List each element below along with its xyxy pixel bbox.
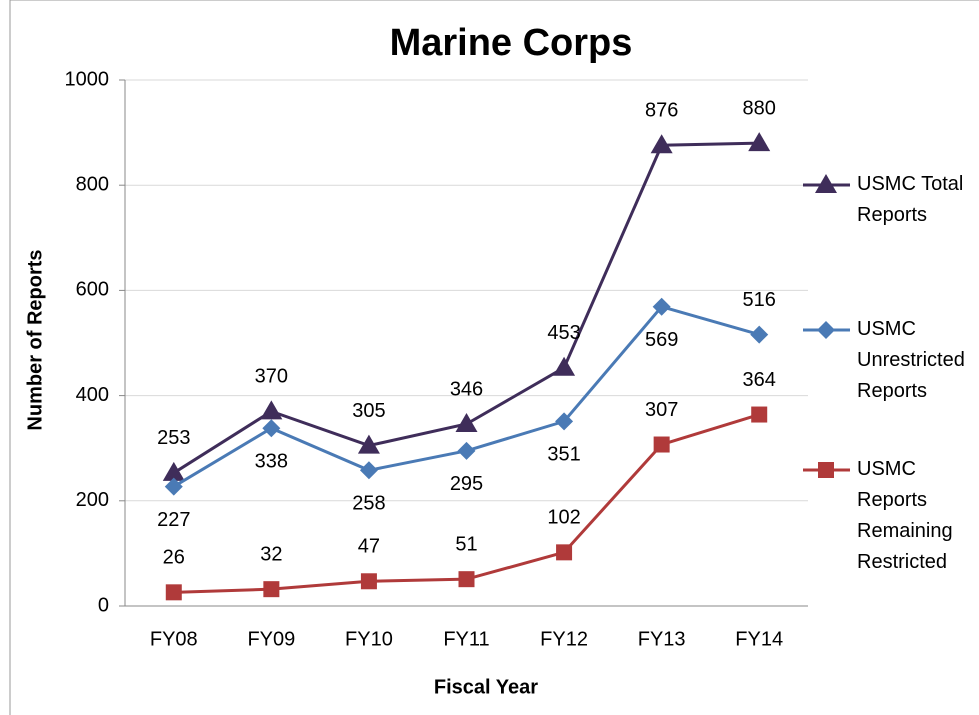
marker xyxy=(748,132,771,152)
marker xyxy=(360,573,377,590)
data-label: 351 xyxy=(547,444,580,466)
marker xyxy=(553,356,576,376)
y-tick-label: 1000 xyxy=(65,68,110,90)
marker xyxy=(751,406,768,423)
series-line xyxy=(173,413,760,594)
data-label: 305 xyxy=(352,400,385,422)
data-label: 364 xyxy=(743,369,776,391)
data-label: 876 xyxy=(645,100,678,122)
data-label: 516 xyxy=(743,289,776,311)
legend-label: USMC Reports Remaining Restricted xyxy=(857,458,953,573)
data-label: 880 xyxy=(743,97,776,119)
data-label: 569 xyxy=(645,329,678,351)
data-label: 102 xyxy=(547,507,580,529)
marker xyxy=(357,434,380,454)
y-tick-label: 800 xyxy=(76,173,109,195)
marker xyxy=(650,134,673,154)
marker xyxy=(458,571,475,588)
data-label: 253 xyxy=(157,427,190,449)
data-label: 32 xyxy=(260,543,282,565)
data-label: 295 xyxy=(450,473,483,495)
data-label: 370 xyxy=(255,366,288,388)
marker xyxy=(162,461,185,481)
y-tick-label: 600 xyxy=(76,279,109,301)
marker xyxy=(260,400,283,420)
marker xyxy=(555,412,574,431)
marker xyxy=(455,413,478,433)
marker xyxy=(263,581,280,598)
x-tick-label: FY13 xyxy=(638,628,686,650)
x-axis-label: Fiscal Year xyxy=(434,676,538,698)
data-label: 453 xyxy=(547,322,580,344)
legend-label: USMC Unrestricted Reports xyxy=(857,318,965,402)
x-tick-label: FY11 xyxy=(443,628,489,650)
marker xyxy=(457,441,476,460)
x-tick-label: FY10 xyxy=(345,628,393,650)
marker xyxy=(652,297,671,316)
x-tick-label: FY14 xyxy=(735,628,783,650)
y-tick-label: 400 xyxy=(76,384,109,406)
marker xyxy=(556,544,573,561)
x-tick-label: FY12 xyxy=(540,628,588,650)
data-label: 51 xyxy=(455,533,477,555)
data-label: 346 xyxy=(450,378,483,400)
data-label: 47 xyxy=(358,536,380,558)
marker xyxy=(359,461,378,480)
marker xyxy=(165,584,182,601)
data-label: 26 xyxy=(163,547,185,569)
marker xyxy=(750,325,769,344)
x-tick-label: FY08 xyxy=(150,628,198,650)
legend-label: USMC Total Reports xyxy=(857,173,964,226)
data-label: 227 xyxy=(157,509,190,531)
chart-title: Marine Corps xyxy=(390,22,633,64)
chart-frame xyxy=(9,0,979,715)
marker xyxy=(653,436,670,453)
marker xyxy=(815,174,837,193)
data-label: 338 xyxy=(255,450,288,472)
x-tick-label: FY09 xyxy=(247,628,295,650)
marker xyxy=(818,462,834,478)
marker xyxy=(817,321,835,339)
y-tick-label: 0 xyxy=(98,594,109,616)
data-label: 258 xyxy=(352,493,385,515)
marker xyxy=(262,419,281,438)
y-tick-label: 200 xyxy=(76,489,109,511)
marker xyxy=(164,477,183,496)
data-label: 307 xyxy=(645,399,678,421)
y-axis-label: Number of Reports xyxy=(24,249,46,430)
